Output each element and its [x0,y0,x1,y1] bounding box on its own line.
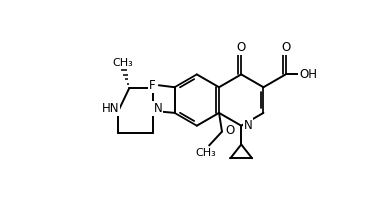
Text: O: O [281,41,290,54]
Text: F: F [149,79,155,92]
Text: OH: OH [299,68,317,81]
Text: N: N [154,102,162,115]
Text: O: O [225,124,235,137]
Text: O: O [236,41,246,54]
Text: HN: HN [102,102,119,115]
Text: CH₃: CH₃ [196,148,216,158]
Text: N: N [244,119,252,132]
Text: CH₃: CH₃ [112,58,133,68]
